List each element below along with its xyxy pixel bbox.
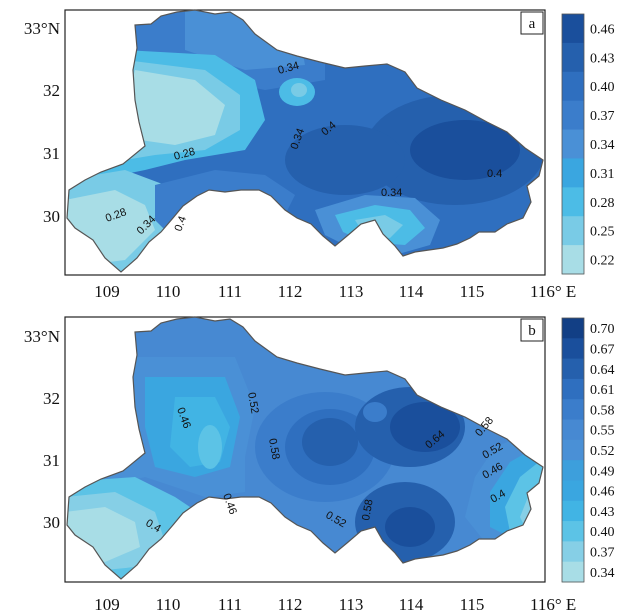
- lon-tick: 110: [156, 595, 181, 614]
- colorbar-swatch: [562, 245, 584, 275]
- lon-tick: 115: [460, 595, 485, 614]
- contour-label: 0.4: [487, 168, 502, 180]
- colorbar-label: 0.46: [590, 22, 615, 37]
- panel-b-letter: b: [528, 323, 536, 339]
- lon-tick: 113: [339, 282, 364, 301]
- colorbar-label: 0.52: [590, 444, 615, 459]
- colorbar-swatch: [562, 71, 584, 102]
- colorbar-swatch: [562, 318, 584, 339]
- panel-a-lat-axis: 33°N 32 31 30: [24, 19, 60, 226]
- lon-tick: 113: [339, 595, 364, 614]
- colorbar-label: 0.22: [590, 254, 615, 269]
- lat-tick: 32: [43, 81, 60, 100]
- colorbar-swatch: [562, 500, 584, 522]
- colorbar-swatch: [562, 480, 584, 502]
- contour-label: 0.52: [245, 391, 261, 414]
- panel-a-boundary: [66, 9, 544, 273]
- lat-tick: 33°N: [24, 19, 60, 38]
- contour-label: 0.4: [173, 215, 190, 233]
- colorbar-label: 0.28: [590, 196, 615, 211]
- colorbar-label: 0.43: [590, 505, 615, 520]
- colorbar-swatch: [562, 158, 584, 188]
- colorbar-swatch: [562, 100, 584, 131]
- colorbar-label: 0.34: [590, 566, 615, 581]
- colorbar-frame: [561, 317, 585, 583]
- colorbar-label: 0.40: [590, 525, 615, 540]
- lat-tick: 31: [43, 144, 60, 163]
- colorbar-swatch: [562, 338, 584, 360]
- contour-label: 0.34: [381, 187, 402, 199]
- colorbar-label: 0.37: [590, 109, 615, 124]
- panel-a-letter: a: [529, 16, 536, 32]
- colorbar-label: 0.25: [590, 225, 615, 240]
- panel-b-lat-axis: 33°N 32 31 30: [24, 327, 60, 532]
- colorbar-swatch: [562, 358, 584, 380]
- colorbar-label: 0.43: [590, 51, 615, 66]
- lon-tick: 111: [218, 282, 242, 301]
- colorbar-swatch: [562, 460, 584, 481]
- lon-tick: 111: [218, 595, 242, 614]
- lon-tick: 115: [460, 282, 485, 301]
- colorbar-swatch: [562, 541, 584, 563]
- colorbar-swatch: [562, 129, 584, 159]
- lat-tick: 30: [43, 513, 60, 532]
- colorbar-label: 0.37: [590, 546, 615, 561]
- colorbar-swatch: [562, 419, 584, 441]
- colorbar-label: 0.49: [590, 464, 615, 479]
- colorbar-swatch: [562, 378, 584, 400]
- lon-tick: 110: [156, 282, 181, 301]
- colorbar-swatch: [562, 521, 584, 542]
- lon-tick: 109: [94, 595, 120, 614]
- colorbar-label: 0.61: [590, 383, 615, 398]
- panel-b: 0.46 0.52 0.58 0.4 0.46 0.52 0.58 0.64 0…: [64, 316, 546, 583]
- lon-tick: 116° E: [530, 595, 576, 614]
- colorbar-label: 0.31: [590, 167, 615, 182]
- colorbar-swatch: [562, 187, 584, 217]
- colorbar-label: 0.40: [590, 80, 615, 95]
- colorbar-swatch: [562, 439, 584, 461]
- contour-label: 0.58: [266, 437, 282, 460]
- colorbar-label: 0.55: [590, 424, 615, 439]
- colorbar-label: 0.67: [590, 342, 615, 357]
- colorbar-label: 0.64: [590, 363, 615, 378]
- panel-b-colorbar: 0.70 0.67 0.64 0.61 0.58 0.55 0.52 0.49 0.46 0.43…: [561, 317, 615, 583]
- panel-a: 0.34 0.28 0.34 0.4 0.28 0.34 0.4 0.34 0.…: [64, 9, 546, 276]
- panel-a-lon-axis: 109 110 111 112 113 114 115 116° E: [94, 282, 576, 301]
- lat-tick: 30: [43, 207, 60, 226]
- panel-b-lon-axis: 109 110 111 112 113 114 115 116° E: [94, 595, 576, 614]
- contour-label: 0.58: [360, 498, 376, 521]
- lon-tick: 116° E: [530, 282, 576, 301]
- colorbar-swatch: [562, 14, 584, 44]
- colorbar-swatch: [562, 42, 584, 73]
- contour-label: 0.34: [277, 60, 301, 77]
- panel-b-boundary: [66, 316, 544, 580]
- lon-tick: 112: [278, 595, 303, 614]
- lon-tick: 114: [399, 282, 424, 301]
- lon-tick: 114: [399, 595, 424, 614]
- lat-tick: 33°N: [24, 327, 60, 346]
- colorbar-swatch: [562, 561, 584, 583]
- lat-tick: 31: [43, 451, 60, 470]
- colorbar-swatch: [562, 399, 584, 421]
- panel-a-colorbar: 0.46 0.43 0.40 0.37 0.34 0.31 0.28 0.25 0.22: [561, 13, 615, 275]
- colorbar-label: 0.46: [590, 485, 615, 500]
- lat-tick: 32: [43, 389, 60, 408]
- lon-tick: 109: [94, 282, 120, 301]
- colorbar-label: 0.34: [590, 138, 615, 153]
- lon-tick: 112: [278, 282, 303, 301]
- colorbar-frame: [561, 13, 585, 275]
- contour-label: 0.28: [173, 146, 197, 163]
- colorbar-swatch: [562, 216, 584, 246]
- colorbar-label: 0.70: [590, 322, 615, 337]
- colorbar-label: 0.58: [590, 403, 615, 418]
